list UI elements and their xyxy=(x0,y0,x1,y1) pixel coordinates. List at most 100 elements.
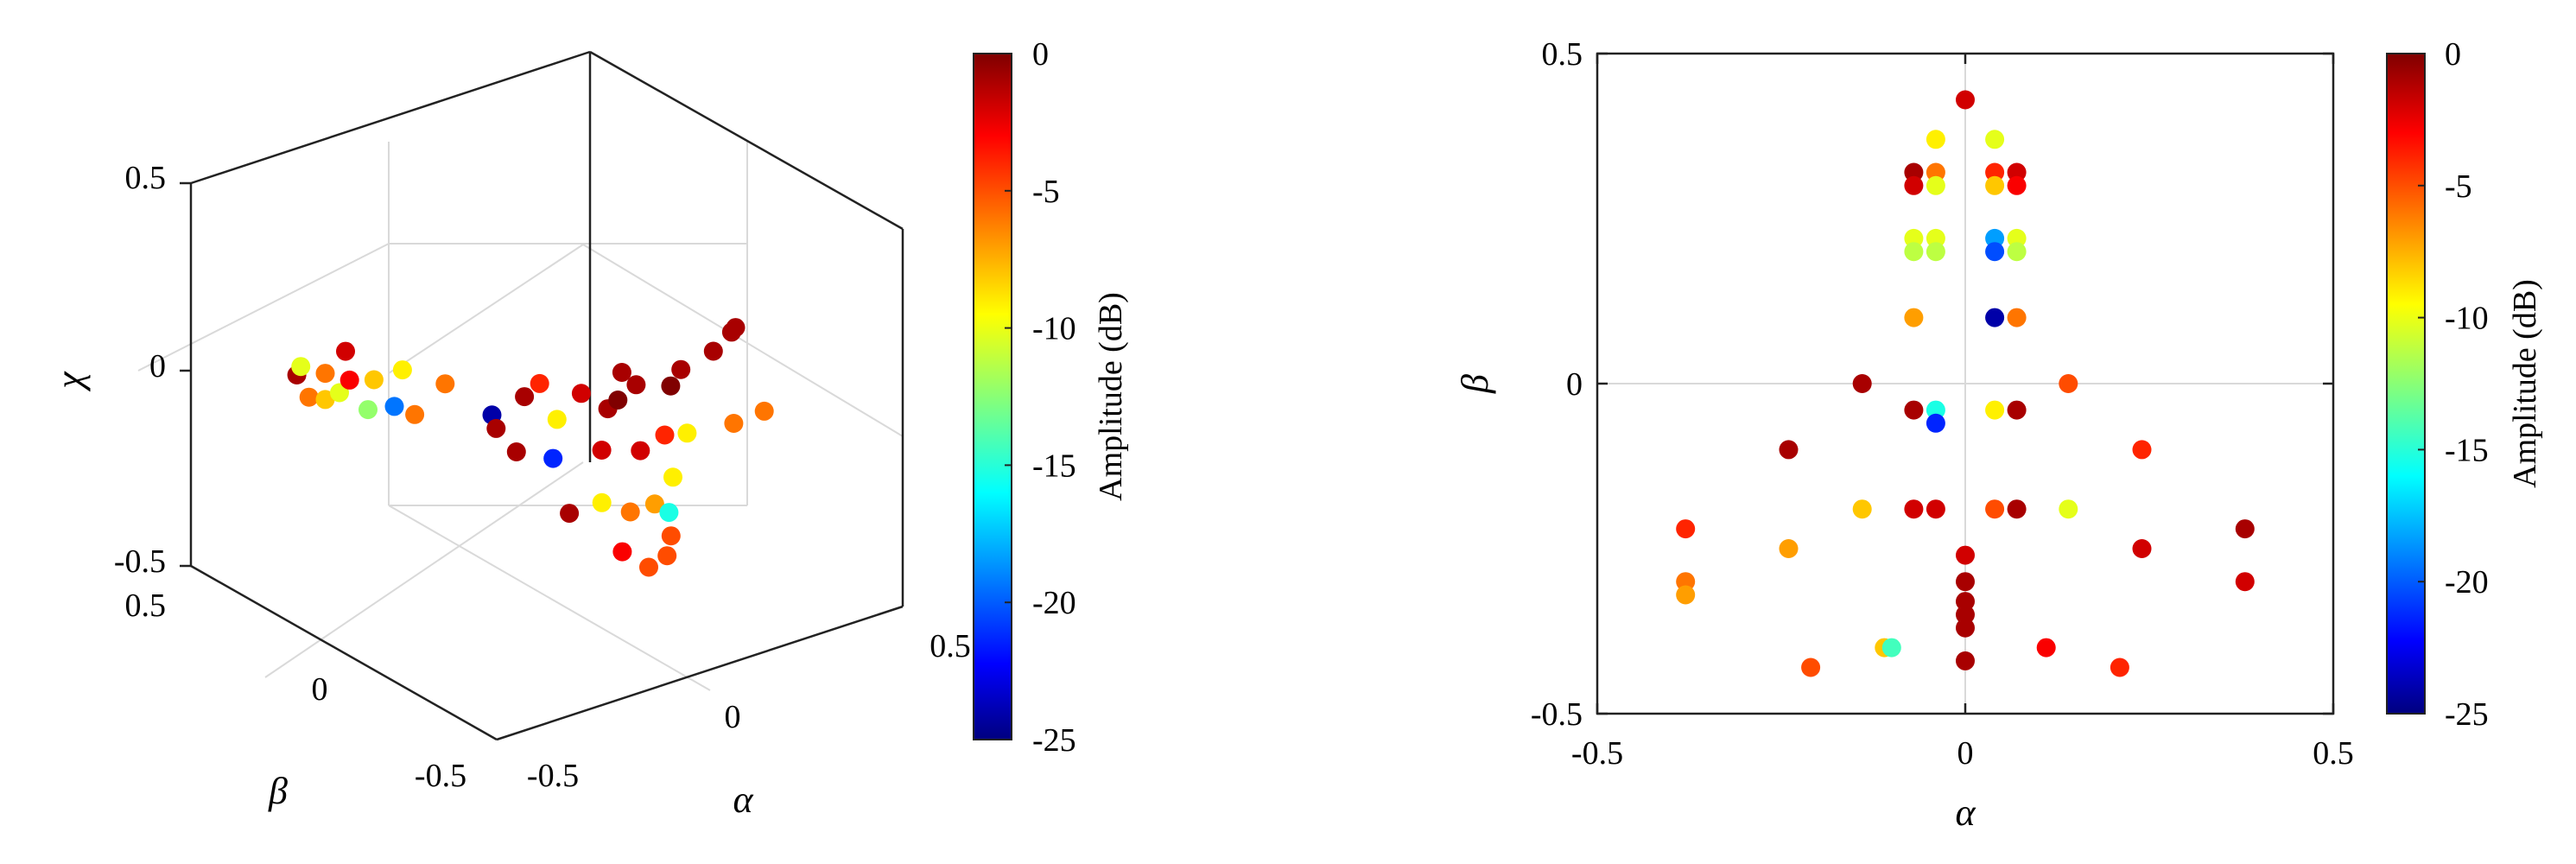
point-2d-19 xyxy=(1904,308,1924,327)
point-2d-42 xyxy=(1676,585,1696,605)
colorbar-2-tick-label: 0 xyxy=(2445,36,2461,73)
point-3d-10 xyxy=(384,397,404,416)
point-3d-19 xyxy=(571,384,591,403)
x-tick-0: 0 xyxy=(725,699,741,735)
colorbar-2-tick-label: -20 xyxy=(2445,564,2489,600)
point-3d-24 xyxy=(671,359,691,379)
point-2d-28 xyxy=(2007,400,2027,420)
colorbar-1-tick-label: -25 xyxy=(1032,722,1076,759)
point-2d-53 xyxy=(2036,638,2056,658)
colorbar-2-tick-label: -25 xyxy=(2445,696,2489,733)
point-3d-25 xyxy=(612,363,631,382)
point-2d-24 xyxy=(1904,400,1924,420)
point-2d-35 xyxy=(1926,499,1945,519)
point-3d-17 xyxy=(530,373,549,393)
beta-tick-0: 0 xyxy=(1566,366,1583,403)
point-2d-31 xyxy=(1676,519,1696,539)
point-2d-25 xyxy=(1926,400,1945,420)
point-2d-13 xyxy=(1926,228,1945,248)
point-2d-10 xyxy=(2007,175,2027,195)
point-3d-28 xyxy=(726,318,746,338)
beta-axis-label: β xyxy=(1454,374,1496,394)
point-2d-32 xyxy=(1779,539,1799,558)
point-3d-9 xyxy=(364,370,384,390)
point-3d-43 xyxy=(661,526,681,546)
alpha-tick-neg0.5: -0.5 xyxy=(1571,735,1623,772)
point-3d-4 xyxy=(315,364,335,384)
point-3d-6 xyxy=(339,370,359,390)
point-3d-3 xyxy=(330,383,349,403)
point-2d-37 xyxy=(2007,499,2027,519)
point-3d-35 xyxy=(724,414,744,433)
colorbar-2-tick-label: -15 xyxy=(2445,432,2489,468)
point-2d-3 xyxy=(1904,162,1924,182)
point-2d-39 xyxy=(2132,539,2152,558)
scatter3d-points xyxy=(287,318,774,577)
point-2d-54 xyxy=(2110,658,2129,677)
y-tick-neg0.5: -0.5 xyxy=(415,758,466,794)
alpha-tick-0: 0 xyxy=(1957,735,1974,772)
point-2d-17 xyxy=(2007,228,2027,248)
point-2d-16 xyxy=(1985,242,2005,262)
colorbar-1-gradient xyxy=(973,53,1012,740)
alpha-axis-label: α xyxy=(1955,791,1976,834)
z-tick-0.5: 0.5 xyxy=(125,160,167,196)
point-3d-12 xyxy=(405,404,425,424)
point-2d-36 xyxy=(1985,499,2005,519)
colorbar-1-tick-label: -20 xyxy=(1032,585,1076,621)
x-tick-neg0.5: -0.5 xyxy=(527,758,579,794)
point-2d-48 xyxy=(1956,618,1975,638)
point-3d-2 xyxy=(315,390,335,410)
x-axis-label: α xyxy=(733,778,753,821)
point-2d-41 xyxy=(1676,572,1696,592)
point-2d-18 xyxy=(2007,242,2027,262)
point-2d-29 xyxy=(1779,440,1799,460)
colorbar-1-tick-label: -5 xyxy=(1032,174,1060,210)
point-3d-21 xyxy=(608,391,628,410)
point-3d-23 xyxy=(661,376,681,396)
point-2d-7 xyxy=(1985,162,2005,182)
colorbar-1-tick-label: 0 xyxy=(1032,36,1049,73)
point-3d-33 xyxy=(655,425,675,445)
point-3d-13 xyxy=(435,374,455,394)
point-2d-2 xyxy=(1985,130,2005,149)
point-3d-7 xyxy=(336,341,355,361)
point-2d-38 xyxy=(2059,499,2078,519)
point-2d-0 xyxy=(1956,90,1975,110)
colorbar-2-ticks: 0 -5 -10 -15 -20 -25 xyxy=(2418,36,2489,733)
z-tick-neg0.5: -0.5 xyxy=(114,543,166,580)
y-tick-0.5: 0.5 xyxy=(125,588,167,624)
point-3d-38 xyxy=(592,492,612,512)
point-2d-34 xyxy=(1904,499,1924,519)
point-3d-42 xyxy=(659,503,679,523)
ticks-3d xyxy=(180,181,191,568)
point-2d-46 xyxy=(1956,592,1975,612)
point-2d-49 xyxy=(1956,651,1975,670)
point-3d-22 xyxy=(626,375,646,395)
point-2d-52 xyxy=(1881,638,1901,658)
x-tick-0.5: 0.5 xyxy=(930,628,971,664)
point-3d-40 xyxy=(644,494,664,514)
ticks-2d xyxy=(1596,52,2335,715)
point-2d-44 xyxy=(1956,545,1975,565)
point-3d-46 xyxy=(657,546,677,566)
point-3d-8 xyxy=(358,400,378,420)
beta-tick-neg0.5: -0.5 xyxy=(1531,696,1583,733)
point-3d-36 xyxy=(754,401,774,421)
point-3d-31 xyxy=(592,441,612,460)
point-2d-20 xyxy=(1985,308,2005,327)
point-2d-4 xyxy=(1904,175,1924,195)
point-2d-47 xyxy=(1956,605,1975,625)
alpha-tick-0.5: 0.5 xyxy=(2313,735,2354,772)
point-3d-15 xyxy=(486,418,506,438)
point-3d-44 xyxy=(612,542,632,562)
point-3d-39 xyxy=(620,502,640,522)
colorbar-2-tick-label: -10 xyxy=(2445,301,2489,337)
point-2d-33 xyxy=(1852,499,1872,519)
point-3d-16 xyxy=(515,387,535,407)
point-2d-40 xyxy=(2235,519,2255,539)
point-3d-18 xyxy=(547,410,567,429)
point-2d-1 xyxy=(1926,130,1945,149)
colorbar-1-tick-label: -10 xyxy=(1032,311,1076,347)
